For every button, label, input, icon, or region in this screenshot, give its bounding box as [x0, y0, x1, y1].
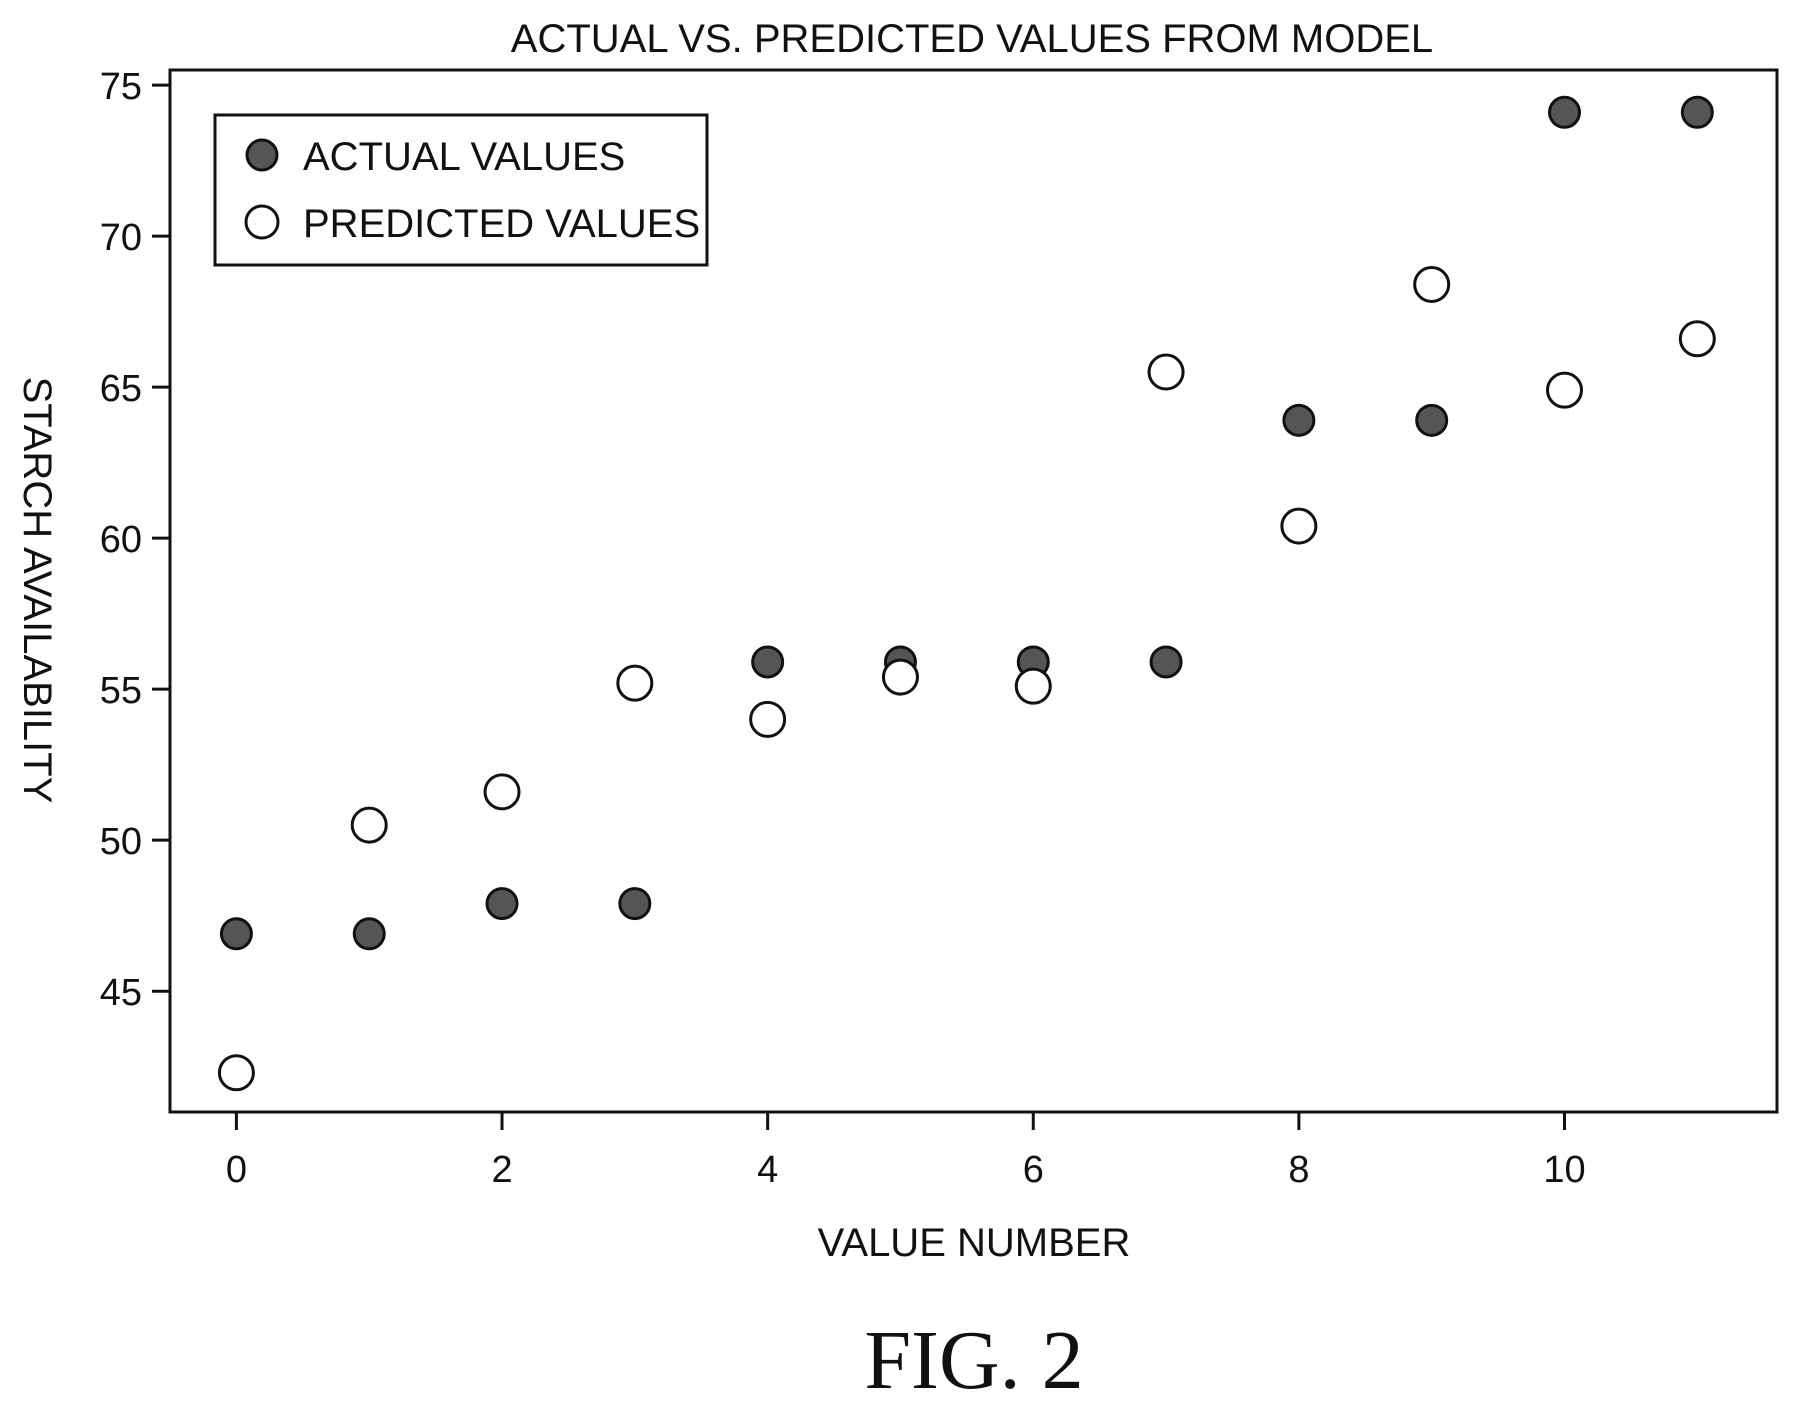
legend-marker-predicted: [244, 204, 280, 240]
x-tick-label-4: 4: [757, 1149, 778, 1191]
predicted-point-9: [1413, 265, 1451, 303]
y-tick-label-75: 75: [100, 66, 142, 108]
y-tick-label-60: 60: [100, 519, 142, 561]
predicted-point-5: [881, 658, 919, 696]
x-tick-label-10: 10: [1543, 1149, 1585, 1191]
predicted-point-4: [749, 700, 787, 738]
x-tick-label-8: 8: [1288, 1149, 1309, 1191]
y-tick-label-45: 45: [100, 972, 142, 1014]
predicted-point-2: [483, 773, 521, 811]
legend: ACTUAL VALUES PREDICTED VALUES: [213, 113, 709, 267]
legend-box: [213, 113, 709, 267]
legend-label-predicted: PREDICTED VALUES: [303, 202, 700, 246]
chart-title: ACTUAL VS. PREDICTED VALUES FROM MODEL: [511, 17, 1433, 61]
x-tick-label-2: 2: [491, 1149, 512, 1191]
actual-point-3: [618, 887, 652, 921]
x-axis-label: VALUE NUMBER: [818, 1221, 1131, 1265]
predicted-point-3: [616, 664, 654, 702]
actual-point-0: [219, 917, 253, 951]
actual-point-1: [352, 917, 386, 951]
y-tick-label-50: 50: [100, 821, 142, 863]
predicted-point-6: [1014, 667, 1052, 705]
actual-point-9: [1415, 403, 1449, 437]
x-tick-label-0: 0: [226, 1149, 247, 1191]
predicted-point-0: [217, 1054, 255, 1092]
plot-frame: [168, 68, 1779, 1114]
predicted-point-11: [1678, 320, 1716, 358]
y-tick-label-70: 70: [100, 217, 142, 259]
predicted-point-10: [1546, 371, 1584, 409]
predicted-point-7: [1147, 353, 1185, 391]
y-axis: 45 50 55 60 65 70 75: [100, 66, 170, 1014]
actual-point-11: [1680, 95, 1714, 129]
x-tick-label-6: 6: [1023, 1149, 1044, 1191]
actual-point-2: [485, 887, 519, 921]
data-points: [217, 95, 1716, 1092]
y-tick-label-65: 65: [100, 368, 142, 410]
actual-point-7: [1149, 645, 1183, 679]
actual-point-4: [751, 645, 785, 679]
legend-marker-actual: [245, 138, 279, 172]
predicted-point-8: [1280, 507, 1318, 545]
figure-label: FIG. 2: [864, 1314, 1083, 1403]
legend-label-actual: ACTUAL VALUES: [303, 135, 625, 179]
predicted-point-1: [350, 806, 388, 844]
y-tick-label-55: 55: [100, 670, 142, 712]
actual-point-10: [1548, 95, 1582, 129]
actual-point-8: [1282, 403, 1316, 437]
y-axis-label: STARCH AVAILABILITY: [15, 377, 59, 804]
x-axis: 0 2 4 6 8 10: [226, 1112, 1586, 1191]
